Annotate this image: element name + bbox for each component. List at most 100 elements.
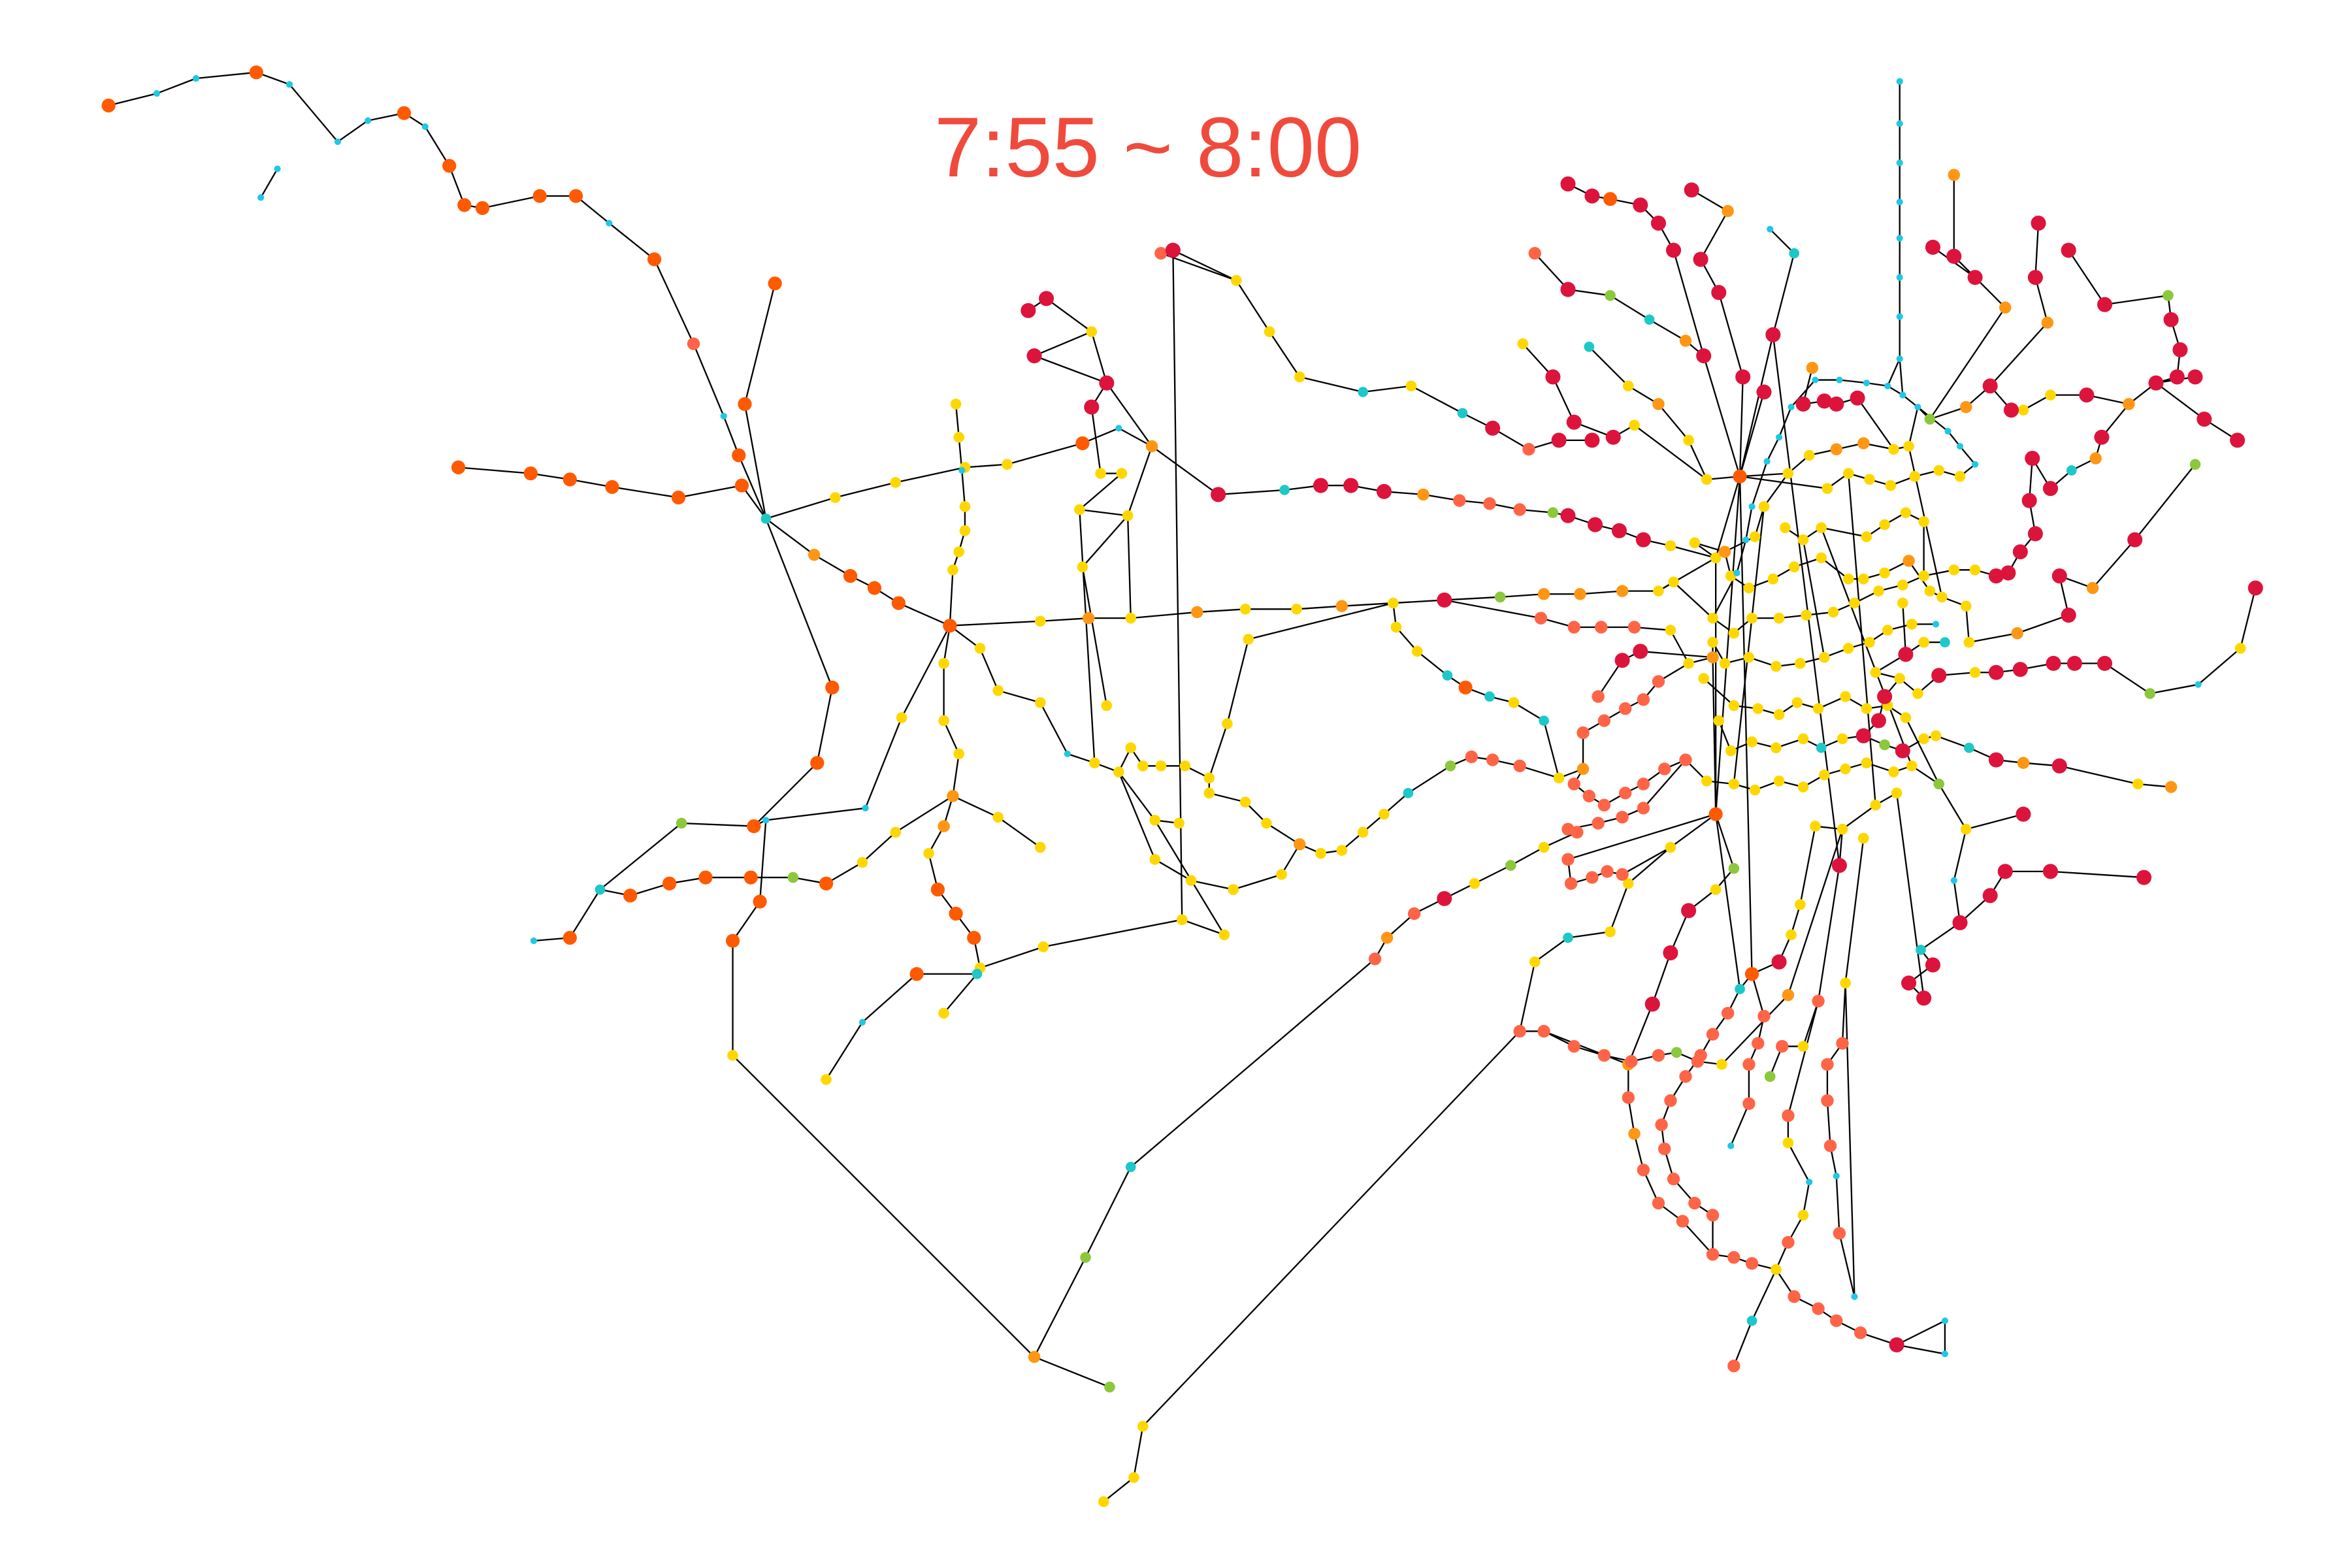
network-edge [1821, 528, 1867, 537]
network-edge [760, 820, 766, 902]
network-edge [1086, 1167, 1131, 1257]
network-edge [817, 687, 832, 762]
station-node [1437, 593, 1452, 608]
station-node [1812, 995, 1824, 1007]
station-node [1833, 1173, 1840, 1179]
station-node [1944, 428, 1951, 434]
network-edge [1034, 332, 1092, 356]
station-node [1568, 1040, 1580, 1053]
network-edge [1610, 883, 1629, 932]
network-edge [826, 1022, 862, 1080]
station-node [1767, 226, 1773, 233]
network-stations [102, 65, 2263, 1507]
station-node [1757, 1010, 1770, 1022]
station-node [1663, 945, 1678, 960]
station-node [1970, 564, 1981, 576]
network-edge [1544, 721, 1559, 778]
station-node [1691, 1055, 1704, 1068]
station-node [2028, 526, 2043, 541]
station-node [1909, 471, 1920, 482]
station-node [2031, 216, 2046, 231]
station-node [457, 198, 471, 212]
station-node [1782, 989, 1794, 1001]
network-edge [1966, 814, 2023, 829]
station-node [825, 681, 839, 694]
station-node [1964, 743, 1974, 753]
station-node [1616, 868, 1628, 881]
station-node [1989, 665, 2004, 680]
station-node [1688, 1197, 1701, 1209]
station-node [1388, 598, 1399, 609]
station-node [1742, 536, 1749, 543]
network-edge [1040, 618, 1088, 621]
station-node [2011, 627, 2023, 639]
network-edge [1236, 280, 1269, 331]
station-node [1603, 192, 1617, 206]
network-edge [1752, 461, 1767, 506]
station-node [698, 870, 712, 884]
station-node [1539, 715, 1549, 726]
station-node [1840, 691, 1851, 702]
station-node [1729, 779, 1740, 790]
network-edge [1788, 829, 1842, 995]
station-node [1765, 327, 1780, 342]
station-node [1625, 1055, 1637, 1068]
station-node [193, 75, 199, 82]
station-node [726, 934, 740, 947]
station-node [1156, 760, 1167, 772]
station-node [1725, 745, 1737, 757]
station-node [2148, 376, 2163, 391]
station-node [1894, 673, 1905, 684]
station-node [102, 99, 116, 112]
network-edge [1568, 932, 1610, 938]
station-node [819, 877, 833, 890]
station-node [1126, 1162, 1136, 1172]
station-node [1039, 291, 1054, 306]
station-node [1879, 519, 1890, 531]
station-node [1629, 419, 1640, 431]
station-node [1637, 1164, 1650, 1176]
station-node [1816, 522, 1827, 533]
station-node [1584, 188, 1599, 203]
station-node [1720, 658, 1731, 669]
station-node [1886, 480, 1897, 491]
station-node [1458, 408, 1468, 418]
station-node [1710, 884, 1722, 895]
station-node [286, 81, 293, 88]
station-node [1633, 644, 1648, 659]
station-node [943, 619, 956, 632]
station-node [1744, 583, 1755, 594]
network-edge [681, 823, 754, 826]
network-edge [1773, 253, 1794, 335]
station-node [1810, 821, 1821, 832]
station-node [1469, 878, 1480, 889]
network-edge [745, 284, 775, 404]
station-node [687, 337, 700, 350]
station-node [1897, 598, 1908, 609]
station-node [1080, 1252, 1091, 1263]
network-edge [944, 721, 959, 754]
station-node [1137, 760, 1149, 772]
station-node [1417, 489, 1429, 500]
network-edge [1641, 651, 1713, 657]
station-node [1788, 1290, 1800, 1303]
station-node [365, 118, 371, 124]
network-edge [1842, 983, 1846, 1043]
network-edge [1740, 392, 1764, 476]
station-node [1816, 743, 1827, 753]
station-node [967, 931, 981, 945]
station-node [1861, 757, 1872, 768]
station-node [257, 194, 264, 201]
network-edge [1674, 582, 1713, 618]
network-edge [953, 796, 998, 817]
station-node [738, 397, 751, 411]
station-node [960, 525, 971, 536]
network-edge [1568, 814, 1716, 859]
station-node [1664, 1094, 1676, 1107]
station-node [2042, 317, 2053, 329]
station-node [1713, 715, 1724, 727]
station-node [1989, 568, 2004, 583]
network-edge [953, 754, 958, 796]
station-node [1906, 760, 1918, 772]
network-edge [1628, 847, 1671, 883]
